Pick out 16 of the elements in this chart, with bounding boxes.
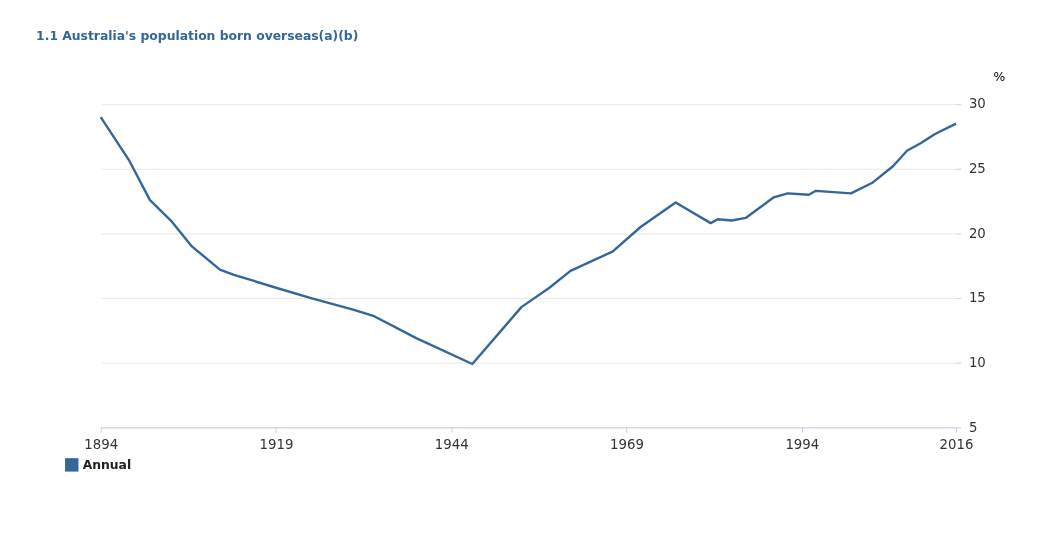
x-tick-label: 1944	[434, 436, 469, 452]
x-tick-label: 1994	[785, 436, 820, 452]
chart-title: 1.1 Australia's population born overseas(a)(b)	[36, 28, 359, 43]
y-tick-label: 5	[968, 419, 978, 435]
y-tick-label: 20	[968, 225, 986, 241]
y-tick-label: 15	[968, 290, 986, 306]
y-tick-label: 25	[968, 161, 986, 177]
x-tick-label: 2016	[939, 436, 974, 452]
line-series	[99, 115, 958, 366]
y-tick-label: 10	[968, 354, 986, 370]
x-tick-label: 1894	[84, 436, 119, 452]
legend-label: Annual	[82, 457, 132, 472]
x-tick-label: 1969	[610, 436, 644, 452]
y-axis-title: %	[993, 69, 1006, 84]
x-tick-label: 1919	[259, 436, 294, 452]
y-tick-label: 30	[968, 96, 986, 112]
